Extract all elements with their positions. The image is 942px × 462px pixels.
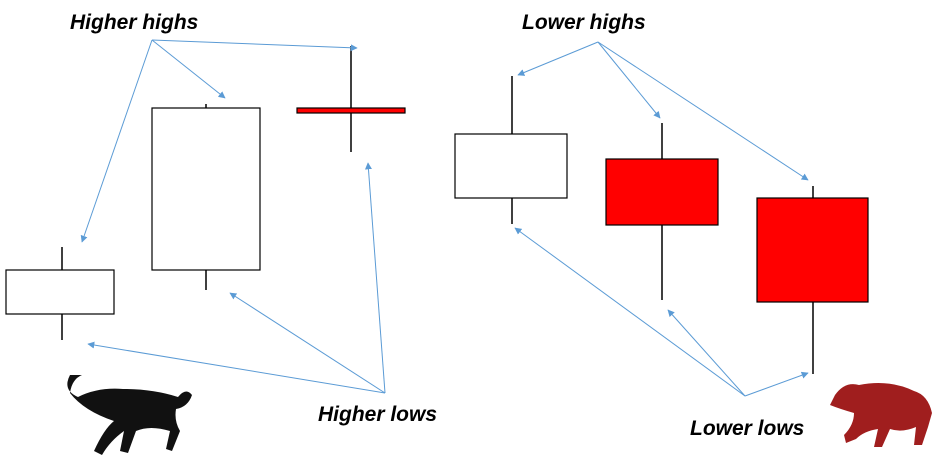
arrows bbox=[80, 39, 809, 397]
candle-body bbox=[5, 269, 115, 315]
bear-icon bbox=[830, 383, 932, 447]
candle-body bbox=[296, 107, 406, 114]
label: Higher highs bbox=[70, 11, 198, 34]
arrow bbox=[87, 341, 386, 394]
arrow bbox=[80, 39, 153, 243]
bull-icon bbox=[67, 375, 192, 455]
arrow bbox=[514, 227, 746, 397]
label: Lower lows bbox=[690, 417, 804, 440]
arrow bbox=[597, 41, 809, 181]
arrow bbox=[667, 309, 746, 397]
arrow bbox=[151, 39, 358, 52]
candle-body bbox=[605, 158, 719, 226]
candle-body bbox=[454, 133, 568, 199]
arrow bbox=[229, 292, 386, 394]
arrow bbox=[364, 162, 386, 394]
label: Higher lows bbox=[318, 403, 437, 426]
arrow bbox=[517, 41, 599, 76]
candle-body bbox=[151, 107, 261, 271]
arrow bbox=[597, 41, 661, 119]
arrow bbox=[151, 39, 226, 99]
candles bbox=[5, 46, 869, 374]
label: Lower highs bbox=[522, 11, 646, 34]
arrow bbox=[744, 371, 809, 397]
candle-body bbox=[756, 197, 869, 303]
